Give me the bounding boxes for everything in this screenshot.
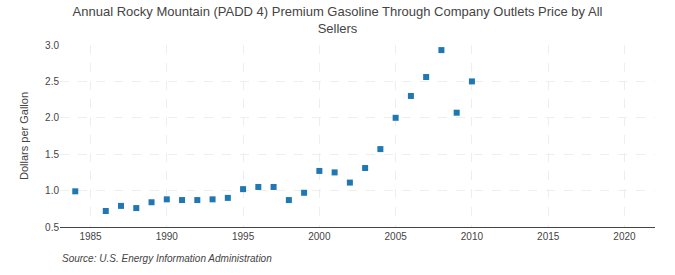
svg-text:2005: 2005 xyxy=(385,231,408,242)
svg-text:3.0: 3.0 xyxy=(45,40,59,51)
svg-text:1995: 1995 xyxy=(232,231,255,242)
svg-text:2000: 2000 xyxy=(308,231,331,242)
svg-text:1.5: 1.5 xyxy=(45,149,59,160)
svg-text:2020: 2020 xyxy=(613,231,636,242)
svg-text:Source: U.S. Energy Informatio: Source: U.S. Energy Information Administ… xyxy=(62,253,272,264)
svg-text:1985: 1985 xyxy=(79,231,102,242)
svg-text:2.0: 2.0 xyxy=(45,112,59,123)
svg-text:Dollars per Gallon: Dollars per Gallon xyxy=(18,92,30,180)
svg-text:0.5: 0.5 xyxy=(45,222,59,233)
svg-text:1.0: 1.0 xyxy=(45,185,59,196)
svg-text:2.5: 2.5 xyxy=(45,76,59,87)
svg-text:2010: 2010 xyxy=(461,231,484,242)
svg-text:Annual Rocky Mountain (PADD 4): Annual Rocky Mountain (PADD 4) Premium G… xyxy=(73,4,603,36)
svg-text:1990: 1990 xyxy=(156,231,179,242)
svg-text:2015: 2015 xyxy=(537,231,560,242)
